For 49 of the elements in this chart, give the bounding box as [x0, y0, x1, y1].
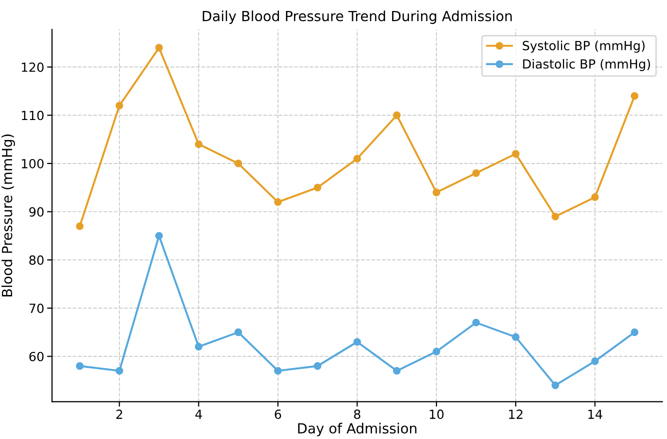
point — [432, 348, 440, 356]
x-tick-label: 8 — [354, 410, 360, 419]
y-tick-label: 60 — [29, 352, 44, 362]
point — [314, 184, 322, 192]
x-tick-label: 6 — [274, 410, 282, 419]
legend-label: Diastolic BP (mmHg) — [523, 59, 650, 72]
legend-label: Systolic BP (mmHg) — [522, 40, 645, 53]
point — [194, 140, 202, 148]
point — [591, 357, 599, 365]
point — [76, 362, 84, 370]
y-tick-label: 90 — [29, 207, 44, 217]
x-tick-label: 10 — [430, 410, 444, 419]
point — [314, 362, 322, 370]
y-tick-label: 100 — [22, 158, 44, 168]
y-tick-label: 110 — [22, 110, 44, 120]
x-tick-label: 14 — [588, 410, 602, 419]
point — [353, 338, 361, 346]
x-tick-label: 12 — [509, 410, 522, 419]
point — [116, 102, 124, 110]
point — [392, 111, 401, 120]
chart-title: Daily Blood Pressure Trend During Admission — [202, 10, 512, 24]
point — [472, 169, 480, 177]
point — [234, 328, 242, 336]
point — [155, 44, 163, 52]
x-tick-label: 2 — [116, 410, 122, 419]
point — [234, 160, 242, 168]
point — [432, 188, 440, 196]
point — [274, 198, 282, 206]
point — [591, 193, 599, 202]
point — [552, 212, 560, 220]
y-axis-title: Blood Pressure (mmHg) — [2, 134, 15, 296]
x-tick-label: 4 — [195, 410, 202, 419]
point — [392, 367, 401, 375]
point — [116, 367, 124, 375]
point — [512, 333, 520, 341]
y-tick-label: 120 — [22, 62, 44, 72]
point — [353, 154, 361, 162]
y-tick-label: 70 — [30, 304, 44, 314]
point — [552, 381, 560, 390]
y-tick-label: 80 — [29, 255, 44, 265]
x-axis-title: Day of Admission — [298, 422, 416, 436]
point — [630, 328, 638, 336]
point — [274, 367, 282, 375]
point — [512, 150, 520, 158]
point — [76, 222, 84, 230]
point — [194, 342, 202, 351]
point — [472, 318, 480, 326]
point — [155, 232, 163, 240]
point — [630, 92, 638, 100]
